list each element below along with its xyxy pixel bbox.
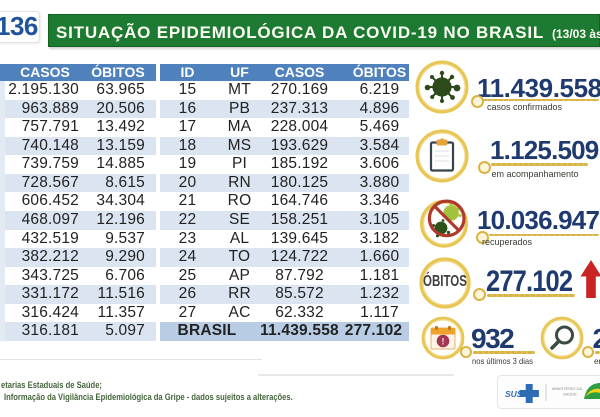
svg-text:!: ! (442, 337, 445, 347)
svg-text:MINISTÉRIO DA: MINISTÉRIO DA (552, 386, 582, 391)
svg-text:SUS: SUS (505, 389, 523, 399)
svg-text:SAÚDE: SAÚDE (563, 392, 577, 397)
